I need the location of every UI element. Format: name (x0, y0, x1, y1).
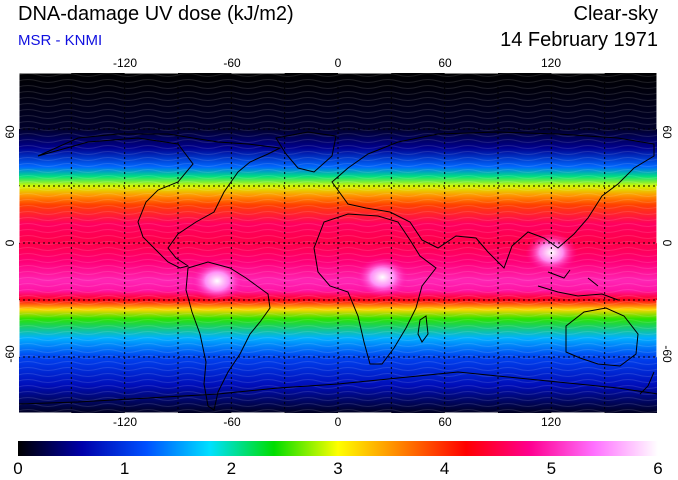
graticule (18, 72, 658, 414)
coastline-south-america (185, 261, 271, 411)
coastline-africa (313, 213, 437, 365)
lon-tick-bottom: -60 (223, 415, 241, 429)
lon-tick-top: 120 (540, 56, 562, 70)
coastline-greenland (275, 131, 337, 173)
lat-tick-right: -60 (660, 345, 674, 363)
colorbar-label: 4 (439, 459, 450, 478)
lon-tick-top: 0 (334, 56, 342, 70)
coastline-australia (565, 307, 639, 367)
map-date: 14 February 1971 (500, 29, 658, 51)
colorbar-label: 1 (119, 459, 130, 478)
colorbar-label: 3 (333, 459, 343, 478)
coastline-madagascar (417, 315, 429, 343)
lat-tick-right: 60 (660, 125, 674, 139)
colorbar (18, 441, 658, 456)
coastline-indonesia (537, 269, 619, 301)
colorbar-label: 2 (226, 459, 237, 478)
lon-tick-top: -60 (223, 56, 241, 70)
lat-tick-left: 60 (3, 125, 17, 139)
lon-tick-bottom: 0 (334, 415, 342, 429)
colorbar-label: 5 (546, 459, 557, 478)
coastline-eurasia (331, 131, 655, 269)
lat-tick-right: 0 (660, 239, 674, 247)
lon-tick-top: -120 (112, 56, 138, 70)
coastline-antarctica (18, 371, 658, 405)
sky-condition: Clear-sky (573, 3, 658, 25)
lon-tick-bottom: 120 (540, 415, 562, 429)
colorbar-label: 6 (653, 459, 663, 478)
map-title: DNA-damage UV dose (kJ/m2) (18, 3, 294, 25)
coastline-north-america (37, 133, 282, 269)
lon-tick-bottom: -120 (112, 415, 138, 429)
map-source: MSR - KNMI (18, 32, 103, 49)
hotspot-altiplano (191, 261, 244, 301)
lon-tick-top: 60 (438, 56, 452, 70)
hotspot-southern-africa (356, 257, 409, 298)
coastline-layer (18, 131, 658, 411)
lat-tick-left: -60 (3, 345, 17, 363)
colorbar-label: 0 (13, 459, 23, 478)
uv-dose-map (18, 72, 658, 414)
colorbar-ramp (18, 441, 658, 456)
lat-tick-left: 0 (3, 239, 17, 247)
lon-tick-bottom: 60 (438, 415, 452, 429)
